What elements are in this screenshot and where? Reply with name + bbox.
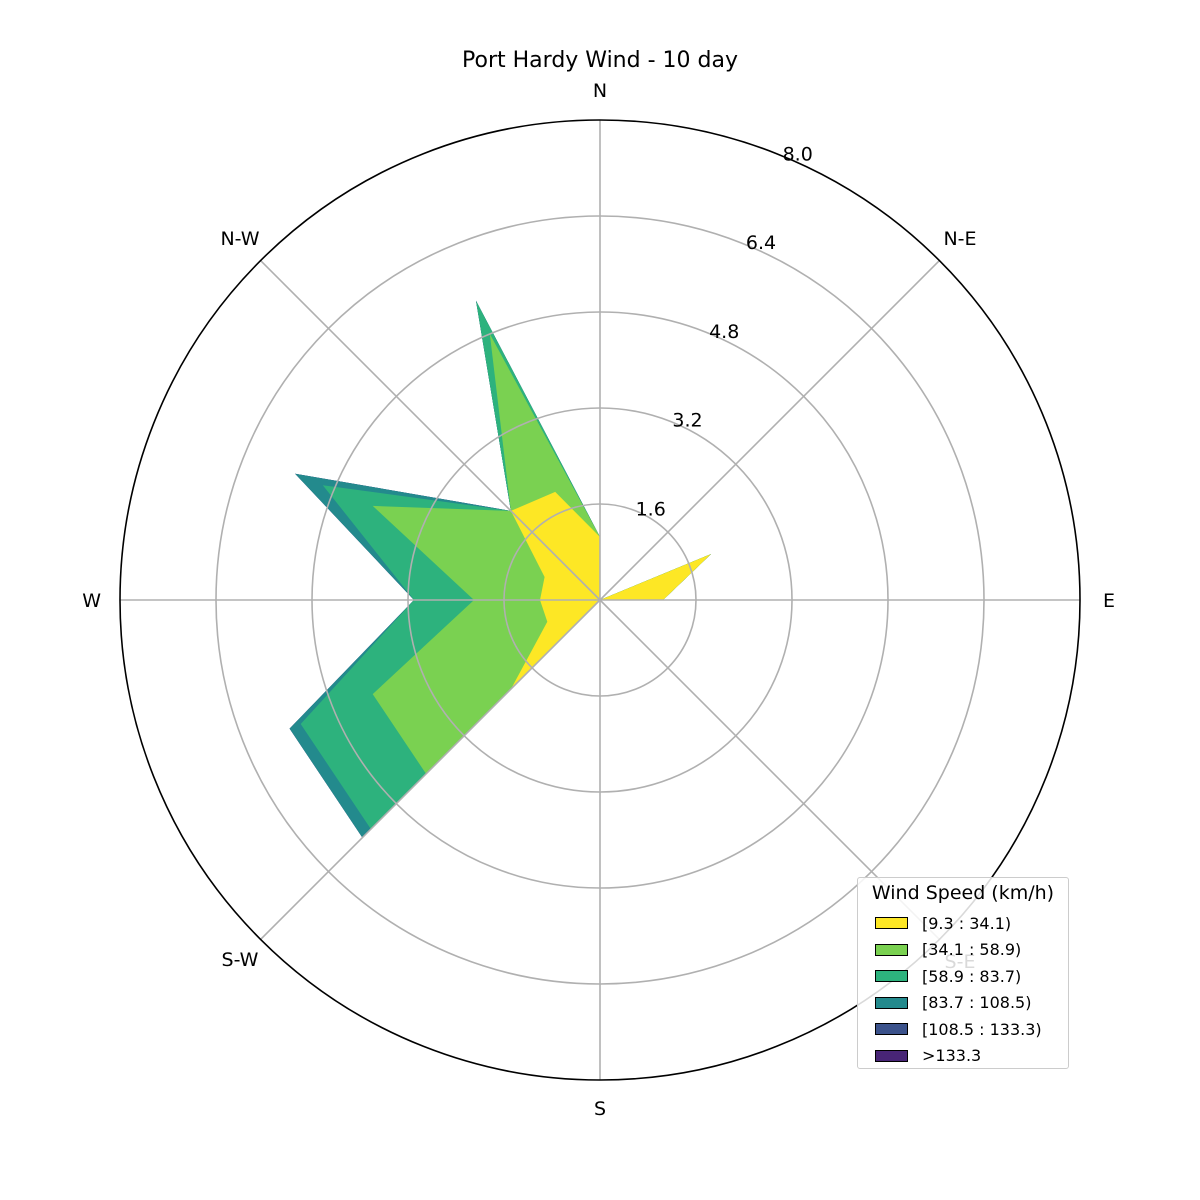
legend-swatch — [875, 1049, 908, 1062]
legend-entry: [9.3 : 34.1) — [866, 910, 1060, 937]
legend-label: [108.5 : 133.3) — [922, 1019, 1042, 1039]
direction-label-s: S — [594, 1098, 606, 1120]
legend-swatch — [875, 996, 908, 1009]
radial-tick-3: 4.8 — [709, 321, 739, 343]
legend-label: [58.9 : 83.7) — [922, 966, 1022, 986]
legend-swatch — [875, 943, 908, 956]
legend-swatch — [875, 917, 908, 930]
grid-spoke-6 — [260, 599, 601, 940]
series-area-1 — [510, 491, 711, 690]
grid-spoke-8 — [260, 260, 601, 601]
outer-frame — [119, 119, 1081, 1081]
radial-tick-4: 6.4 — [746, 232, 776, 254]
radial-tick-1: 1.6 — [636, 498, 666, 520]
direction-label-s-w: S-W — [222, 949, 259, 971]
polar-grid — [120, 120, 1080, 1080]
direction-label-e: E — [1103, 590, 1115, 612]
legend-entries: [9.3 : 34.1) [34.1 : 58.9) [58.9 : 83.7) [8… — [866, 910, 1060, 1069]
legend: Wind Speed (km/h) [9.3 : 34.1) [34.1 : 58… — [857, 877, 1069, 1069]
legend-label: [34.1 : 58.9) — [922, 940, 1022, 960]
direction-label-n-e: N-E — [943, 228, 976, 250]
legend-swatch — [875, 970, 908, 983]
direction-label-w: W — [82, 590, 101, 612]
legend-entry: [108.5 : 133.3) — [866, 1016, 1060, 1043]
legend-label: >133.3 — [922, 1046, 982, 1066]
legend-swatch — [875, 1023, 908, 1036]
legend-entry: >133.3 — [866, 1043, 1060, 1070]
direction-label-n-w: N-W — [220, 228, 259, 250]
grid-spoke-2 — [599, 260, 940, 601]
radial-tick-2: 3.2 — [672, 410, 702, 432]
legend-title: Wind Speed (km/h) — [871, 882, 1055, 904]
chart-title: Port Hardy Wind - 10 day — [462, 48, 738, 73]
legend-entry: [83.7 : 108.5) — [866, 990, 1060, 1017]
radial-tick-5: 8.0 — [783, 144, 813, 166]
legend-label: [83.7 : 108.5) — [922, 993, 1032, 1013]
legend-entry: [34.1 : 58.9) — [866, 937, 1060, 964]
legend-label: [9.3 : 34.1) — [922, 913, 1012, 933]
series-areas — [289, 300, 711, 838]
direction-label-n: N — [593, 80, 607, 102]
direction-labels: NN-EES-ESS-WWN-W — [82, 80, 1115, 1120]
radial-tick-labels: 1.6 3.2 4.8 6.4 8.0 — [636, 144, 813, 521]
legend-entry: [58.9 : 83.7) — [866, 963, 1060, 990]
